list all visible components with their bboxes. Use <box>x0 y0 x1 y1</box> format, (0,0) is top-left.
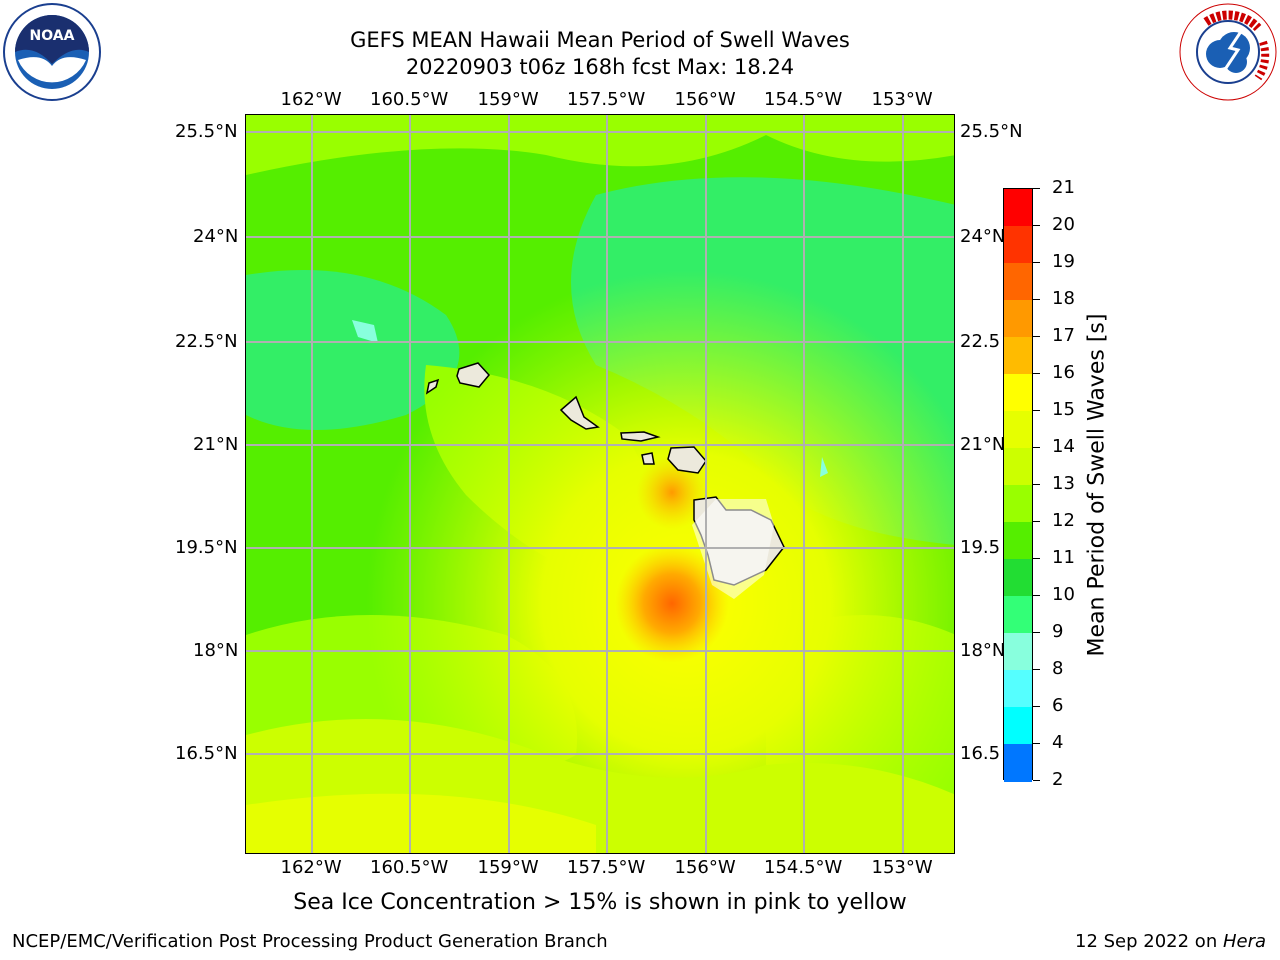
lon-tick-top: 162°W <box>280 89 342 110</box>
colorbar-segment <box>1004 300 1032 338</box>
colorbar-tick-label: 6 <box>1052 695 1064 716</box>
colorbar-tick <box>1033 409 1040 411</box>
colorbar-tick <box>1033 187 1040 189</box>
lon-tick-top: 159°W <box>477 89 539 110</box>
colorbar-tick-label: 12 <box>1052 510 1075 531</box>
colorbar-segment <box>1004 522 1032 560</box>
colorbar-tick-label: 11 <box>1052 547 1075 568</box>
lon-tick-top: 156°W <box>674 89 736 110</box>
lat-tick-right: 22.5 <box>960 330 1001 352</box>
colorbar-tick <box>1033 372 1040 374</box>
colorbar-tick-label: 18 <box>1052 288 1075 309</box>
colorbar-tick <box>1033 224 1040 226</box>
map-plot <box>245 114 955 854</box>
colorbar-segment <box>1004 337 1032 375</box>
colorbar-tick-label: 4 <box>1052 732 1064 753</box>
lon-tick-bottom: 156°W <box>674 857 736 878</box>
colorbar-tick-label: 21 <box>1052 177 1075 198</box>
colorbar-segment <box>1004 189 1032 227</box>
lat-tick-left: 24°N <box>193 225 239 247</box>
lat-tick-right: 18°N <box>960 639 1006 661</box>
colorbar-tick <box>1033 483 1040 485</box>
chart-title: GEFS MEAN Hawaii Mean Period of Swell Wa… <box>350 28 850 52</box>
lat-tick-right: 21°N <box>960 433 1006 455</box>
lon-tick-top: 153°W <box>871 89 933 110</box>
colorbar-segment <box>1004 744 1032 782</box>
colorbar-tick <box>1033 705 1040 707</box>
colorbar-tick-label: 9 <box>1052 621 1064 642</box>
colorbar-segment <box>1004 485 1032 523</box>
map-caption: Sea Ice Concentration > 15% is shown in … <box>293 890 907 915</box>
colorbar-tick <box>1033 779 1040 781</box>
colorbar-segment <box>1004 448 1032 486</box>
colorbar-tick-label: 10 <box>1052 584 1075 605</box>
lon-tick-bottom: 160.5°W <box>370 857 449 878</box>
lat-tick-right: 19.5 <box>960 536 1001 558</box>
lon-tick-bottom: 162°W <box>280 857 342 878</box>
footer-date: 12 Sep 2022 on Hera <box>1075 931 1266 952</box>
lon-tick-top: 154.5°W <box>764 89 843 110</box>
footer-date-text: 12 Sep 2022 on <box>1075 931 1223 952</box>
colorbar-segment <box>1004 411 1032 449</box>
colorbar-segment <box>1004 707 1032 745</box>
colorbar-tick-label: 19 <box>1052 251 1075 272</box>
colorbar-segment <box>1004 596 1032 634</box>
footer-host: Hera <box>1222 931 1266 952</box>
lat-tick-left: 16.5°N <box>175 742 238 764</box>
colorbar-tick-label: 17 <box>1052 325 1075 346</box>
noaa-text: NOAA <box>30 28 75 44</box>
colorbar-segment <box>1004 374 1032 412</box>
lat-tick-right: 16.5 <box>960 742 1001 764</box>
lon-tick-bottom: 154.5°W <box>764 857 843 878</box>
colorbar <box>1003 188 1033 782</box>
colorbar-tick <box>1033 631 1040 633</box>
colorbar-tick <box>1033 446 1040 448</box>
colorbar-segment <box>1004 226 1032 264</box>
lat-tick-right: 24°N <box>960 225 1006 247</box>
nws-logo <box>1178 2 1278 102</box>
colorbar-tick <box>1033 742 1040 744</box>
lon-tick-top: 157.5°W <box>567 89 646 110</box>
lat-tick-left: 19.5°N <box>175 536 238 558</box>
lat-tick-left: 25.5°N <box>175 120 238 142</box>
colorbar-tick-label: 20 <box>1052 214 1075 235</box>
noaa-logo: NOAA <box>2 2 102 102</box>
lon-tick-bottom: 157.5°W <box>567 857 646 878</box>
colorbar-tick <box>1033 668 1040 670</box>
colorbar-tick-label: 16 <box>1052 362 1075 383</box>
colorbar-tick <box>1033 335 1040 337</box>
colorbar-segment <box>1004 670 1032 708</box>
colorbar-segment <box>1004 559 1032 597</box>
colorbar-tick-label: 15 <box>1052 399 1075 420</box>
colorbar-segment <box>1004 633 1032 671</box>
colorbar-tick-label: 2 <box>1052 769 1064 790</box>
colorbar-tick <box>1033 520 1040 522</box>
lat-tick-left: 18°N <box>193 639 239 661</box>
colorbar-tick-label: 13 <box>1052 473 1075 494</box>
chart-subtitle: 20220903 t06z 168h fcst Max: 18.24 <box>405 55 795 79</box>
colorbar-label: Mean Period of Swell Waves [s] <box>1084 313 1110 657</box>
lat-tick-left: 21°N <box>193 433 239 455</box>
colorbar-tick <box>1033 261 1040 263</box>
footer-credit: NCEP/EMC/Verification Post Processing Pr… <box>12 931 608 952</box>
lon-tick-top: 160.5°W <box>370 89 449 110</box>
lat-tick-left: 22.5°N <box>175 330 238 352</box>
lon-tick-bottom: 159°W <box>477 857 539 878</box>
lon-tick-bottom: 153°W <box>871 857 933 878</box>
lat-tick-right: 25.5°N <box>960 120 1023 142</box>
colorbar-segment <box>1004 263 1032 301</box>
colorbar-tick <box>1033 557 1040 559</box>
colorbar-tick <box>1033 594 1040 596</box>
colorbar-tick-label: 14 <box>1052 436 1075 457</box>
colorbar-tick-label: 8 <box>1052 658 1064 679</box>
colorbar-tick <box>1033 298 1040 300</box>
